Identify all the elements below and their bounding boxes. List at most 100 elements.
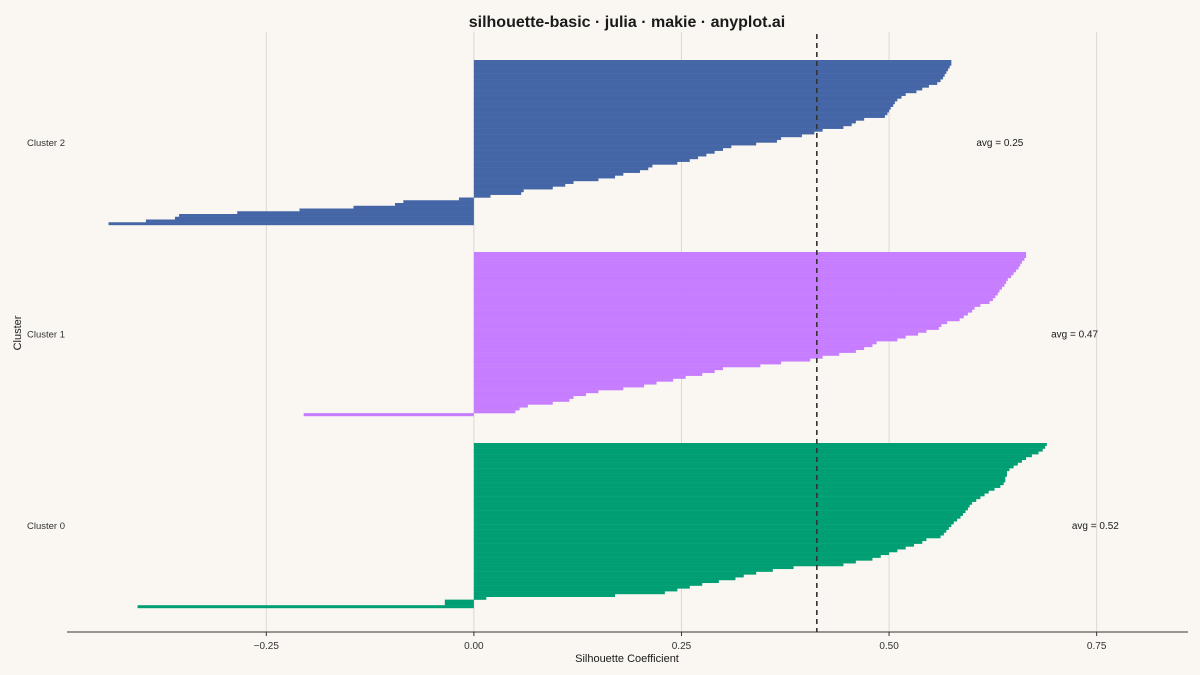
silhouette-bar	[473, 596, 487, 600]
cluster-average-label: avg = 0.52	[1072, 521, 1119, 532]
silhouette-bar	[473, 369, 715, 374]
silhouette-bar	[473, 591, 665, 595]
silhouette-bar	[473, 352, 840, 356]
silhouette-bar	[473, 142, 757, 146]
silhouette-bar	[444, 602, 474, 606]
silhouette-bar	[473, 117, 865, 121]
silhouette-bar	[473, 98, 898, 102]
silhouette-bar	[473, 90, 917, 94]
silhouette-bar	[403, 200, 474, 204]
silhouette-bar	[473, 501, 973, 505]
silhouette-bar	[473, 79, 941, 83]
silhouette-bar	[473, 272, 1014, 276]
silhouette-bar	[473, 470, 1007, 474]
x-tick-label: 0.75	[1087, 641, 1107, 652]
silhouette-bar	[299, 208, 474, 212]
silhouette-bar	[473, 390, 599, 394]
silhouette-bar	[473, 524, 952, 528]
silhouette-bar	[444, 599, 474, 603]
silhouette-bar	[473, 410, 516, 414]
silhouette-bar	[473, 526, 949, 530]
silhouette-bar	[473, 512, 963, 516]
silhouette-bar	[473, 554, 881, 558]
silhouette-bar	[473, 529, 947, 533]
silhouette-bar	[473, 159, 690, 162]
silhouette-bar	[473, 153, 707, 157]
silhouette-bar	[473, 355, 823, 359]
silhouette-bar	[473, 71, 947, 74]
silhouette-bar	[473, 120, 856, 124]
silhouette-bar	[473, 123, 852, 127]
x-tick-label: 0.50	[879, 641, 899, 652]
silhouette-bar	[473, 167, 649, 171]
silhouette-bar	[473, 448, 1043, 452]
silhouette-bar	[473, 358, 811, 362]
x-axis: −0.25 0.00 0.25 0.50 0.75	[67, 631, 1188, 652]
silhouette-bar	[473, 269, 1017, 273]
silhouette-bar	[473, 532, 944, 536]
silhouette-bar	[473, 101, 895, 105]
silhouette-bar	[473, 286, 1002, 290]
silhouette-bar	[473, 309, 973, 313]
silhouette-bar	[473, 378, 674, 382]
silhouette-bar	[473, 292, 998, 296]
cluster-label: Cluster 2	[27, 138, 65, 149]
silhouette-bar	[473, 178, 599, 182]
silhouette-bar	[473, 93, 906, 96]
silhouette-bar	[473, 318, 960, 322]
silhouette-bar	[473, 300, 990, 304]
x-axis-label: Silhouette Coefficient	[575, 653, 679, 665]
silhouette-bar	[473, 156, 699, 160]
x-tick-label: 0.25	[672, 641, 692, 652]
silhouette-bar	[473, 323, 942, 328]
silhouette-bar	[473, 87, 923, 91]
silhouette-bar	[473, 306, 975, 310]
silhouette-bar	[353, 205, 474, 209]
silhouette-bar	[473, 175, 616, 179]
silhouette-bar	[473, 443, 1047, 446]
silhouette-bar	[473, 563, 844, 567]
silhouette-bar	[473, 375, 686, 379]
silhouette-bar	[473, 104, 894, 107]
silhouette-bar	[473, 280, 1007, 284]
silhouette-bar	[473, 387, 624, 391]
silhouette-bar	[473, 546, 906, 550]
silhouette-bar	[473, 329, 927, 333]
silhouette-bar	[473, 404, 528, 408]
silhouette-bar	[473, 134, 802, 138]
silhouette-bar	[473, 321, 948, 325]
silhouette-bar	[473, 65, 950, 69]
silhouette-bar	[473, 521, 954, 525]
silhouette-bar	[108, 222, 474, 226]
silhouette-bar	[473, 315, 964, 319]
silhouette-bar	[473, 476, 1006, 480]
silhouette-bar	[473, 139, 777, 143]
silhouette-bar	[473, 295, 996, 299]
silhouette-bar	[473, 560, 856, 564]
cluster-label: Cluster 0	[27, 521, 65, 532]
silhouette-bar	[473, 451, 1039, 455]
cluster-bars	[108, 60, 952, 226]
silhouette-bar	[473, 266, 1019, 270]
silhouette-bar	[473, 582, 703, 586]
chart-title: silhouette-basic · julia · makie · anypl…	[469, 14, 786, 31]
silhouette-bar	[473, 68, 949, 72]
silhouette-bar	[473, 194, 491, 198]
silhouette-bar	[473, 283, 1005, 287]
silhouette-bar	[237, 211, 474, 215]
silhouette-bar	[473, 164, 653, 168]
cluster-bars	[303, 252, 1027, 417]
silhouette-bar	[473, 515, 961, 519]
silhouette-bar	[473, 145, 732, 149]
silhouette-bar	[473, 398, 570, 402]
silhouette-bar	[473, 161, 678, 165]
silhouette-bar	[473, 381, 657, 385]
silhouette-bar	[473, 303, 981, 307]
silhouette-bar	[473, 543, 914, 547]
silhouette-bar	[473, 257, 1025, 261]
silhouette-bar	[473, 275, 1012, 279]
silhouette-bar	[473, 148, 723, 151]
silhouette-bar	[473, 84, 929, 88]
silhouette-bar	[473, 504, 970, 508]
